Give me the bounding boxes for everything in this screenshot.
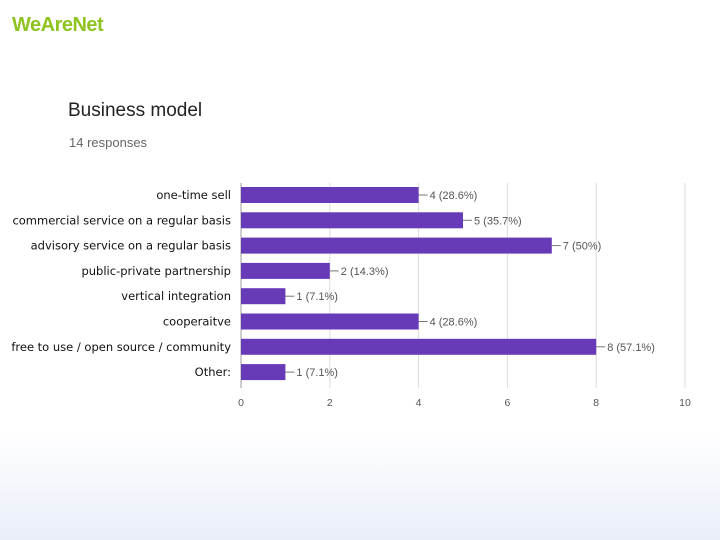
x-tick-label: 4	[416, 397, 422, 409]
data-label: 5 (35.7%)	[474, 215, 522, 227]
category-label: advisory service on a regular basis	[31, 239, 231, 253]
brand-logo: WeAreNet	[12, 14, 104, 36]
chart-subtitle: 14 responses	[69, 135, 148, 150]
bar	[241, 237, 552, 254]
x-tick-label: 8	[593, 397, 599, 409]
category-label: free to use / open source / community	[11, 340, 231, 354]
category-label: commercial service on a regular basis	[12, 213, 231, 227]
data-label: 1 (7.1%)	[296, 291, 338, 303]
bar	[241, 212, 463, 229]
bar	[241, 338, 597, 355]
data-label: 4 (28.6%)	[430, 317, 478, 329]
category-label: one-time sell	[156, 188, 231, 202]
data-label: 7 (50%)	[563, 241, 602, 253]
data-label: 4 (28.6%)	[430, 190, 478, 202]
bar	[241, 313, 419, 330]
category-label: Other:	[195, 365, 231, 379]
labels: 0 2 4 6 8 10 4 (28.6%) one-time sell 5 (35.7%) co…	[11, 188, 691, 409]
data-label: 1 (7.1%)	[296, 367, 338, 379]
bar	[241, 288, 286, 305]
bar	[241, 262, 330, 279]
x-tick-label: 0	[238, 397, 244, 409]
x-tick-label: 2	[327, 397, 333, 409]
bars	[241, 187, 606, 381]
bar	[241, 364, 286, 381]
chart-title: Business model	[68, 100, 203, 121]
data-label: 8 (57.1%)	[607, 342, 655, 354]
category-label: vertical integration	[121, 289, 231, 303]
x-tick-label: 6	[504, 397, 510, 409]
category-label: public-private partnership	[81, 264, 231, 278]
bar	[241, 187, 419, 203]
category-label: cooperaitve	[163, 315, 231, 329]
data-label: 2 (14.3%)	[341, 266, 389, 278]
x-tick-label: 10	[679, 397, 691, 409]
